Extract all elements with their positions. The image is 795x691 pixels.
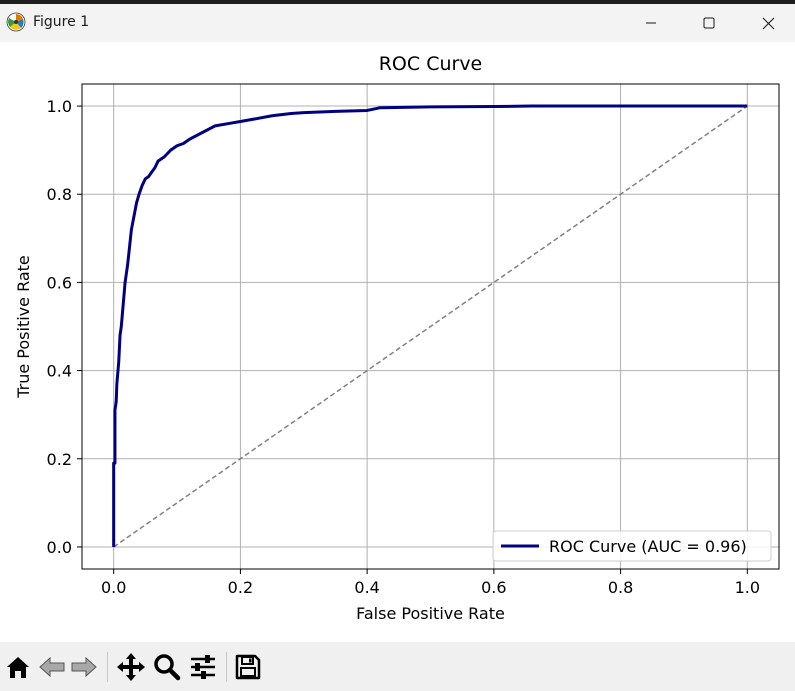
save-icon [234, 653, 262, 681]
matplotlib-logo-icon [6, 12, 26, 32]
x-tick-label: 1.0 [735, 578, 760, 597]
back-button[interactable] [36, 650, 68, 684]
legend: ROC Curve (AUC = 0.96) [492, 530, 772, 562]
y-tick-label: 0.6 [47, 273, 72, 292]
pan-button[interactable] [114, 650, 148, 684]
series-lines [112, 104, 748, 548]
navigation-toolbar [0, 642, 795, 691]
x-tick-label: 0.8 [608, 578, 633, 597]
minimize-icon [645, 17, 657, 29]
y-tick-label: 0.2 [47, 450, 72, 469]
forward-arrow-icon [69, 653, 99, 681]
window-top-edge [0, 0, 795, 4]
configure-subplots-icon [189, 653, 217, 681]
back-arrow-icon [37, 653, 67, 681]
y-tick-label: 0.8 [47, 185, 72, 204]
zoom-button[interactable] [150, 650, 184, 684]
window-title: Figure 1 [33, 14, 90, 30]
x-axis-label: False Positive Rate [356, 604, 505, 623]
close-icon [762, 17, 775, 30]
legend-label: ROC Curve (AUC = 0.96) [549, 537, 747, 556]
configure-subplots-button[interactable] [186, 650, 220, 684]
y-tick-label: 0.0 [47, 538, 72, 557]
maximize-button[interactable] [686, 4, 732, 42]
save-button[interactable] [232, 650, 264, 684]
x-tick-label: 0.0 [101, 578, 126, 597]
home-icon [4, 653, 32, 681]
maximize-icon [703, 17, 715, 29]
forward-button[interactable] [68, 650, 100, 684]
close-button[interactable] [745, 4, 791, 42]
x-tick-label: 0.4 [354, 578, 379, 597]
chart-title: ROC Curve [379, 53, 483, 75]
y-axis-ticks: 0.0 0.2 0.4 0.6 0.8 1.0 [47, 97, 82, 557]
figure-canvas[interactable]: 0.0 0.2 0.4 0.6 0.8 1.0 0.0 0.2 0.4 0.6 0.8 1.0 RO… [0, 42, 795, 642]
x-tick-label: 0.6 [481, 578, 506, 597]
roc-chart: 0.0 0.2 0.4 0.6 0.8 1.0 0.0 0.2 0.4 0.6 0.8 1.0 RO… [14, 53, 780, 623]
title-bar[interactable]: Figure 1 [0, 4, 795, 42]
x-axis-ticks: 0.0 0.2 0.4 0.6 0.8 1.0 [101, 569, 760, 597]
legend-box [492, 530, 772, 562]
toolbar-separator [226, 652, 227, 682]
pan-icon [116, 652, 146, 682]
y-axis-label: True Positive Rate [14, 255, 33, 399]
toolbar-separator [107, 652, 108, 682]
chance-diagonal-line [113, 105, 748, 548]
axes-frame [81, 83, 780, 570]
y-tick-label: 0.4 [47, 362, 72, 381]
roc-curve-line [112, 104, 748, 547]
home-button[interactable] [2, 650, 34, 684]
minimize-button[interactable] [628, 4, 674, 42]
zoom-icon [153, 653, 181, 681]
x-tick-label: 0.2 [228, 578, 253, 597]
y-tick-label: 1.0 [47, 97, 72, 116]
